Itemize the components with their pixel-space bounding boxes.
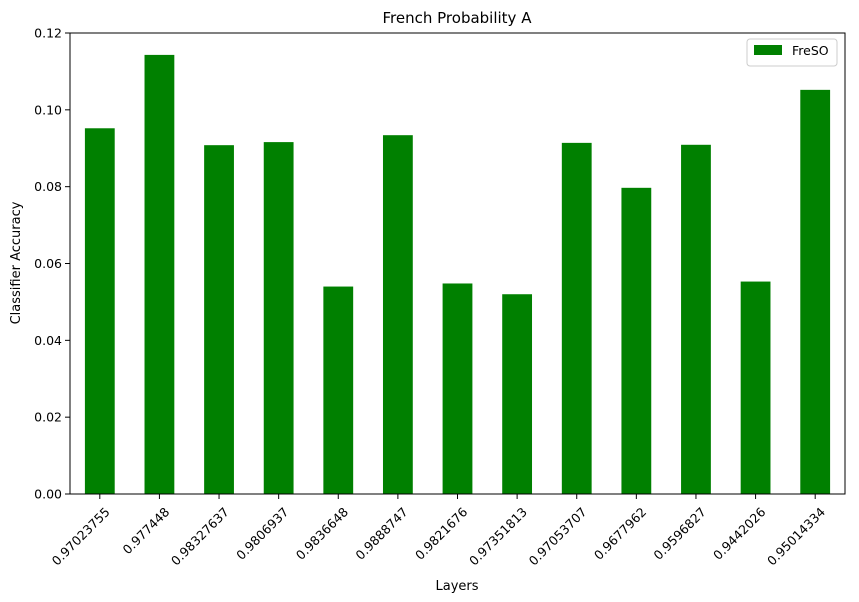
x-tick-label: 0.98327637 — [168, 504, 232, 568]
y-axis-label: Classifier Accuracy — [9, 201, 24, 324]
legend-swatch — [754, 45, 782, 55]
y-axis: 0.00 0.02 0.04 0.06 0.08 0.10 0.12 — [34, 26, 70, 502]
chart-title: French Probability A — [383, 9, 533, 27]
x-tick-label: 0.9806937 — [233, 504, 291, 562]
bar — [84, 128, 115, 495]
bar — [800, 89, 831, 495]
bars-group — [84, 54, 831, 495]
x-tick-label: 0.9821676 — [412, 504, 470, 562]
bar — [561, 142, 592, 494]
x-tick-label: 0.97053707 — [526, 504, 590, 568]
y-tick-label: 0.00 — [34, 487, 62, 502]
x-tick-label: 0.9677962 — [591, 504, 649, 562]
bar — [442, 283, 473, 494]
x-tick-label: 0.977448 — [120, 504, 173, 557]
legend: FreSO — [746, 38, 838, 67]
y-tick-label: 0.02 — [34, 410, 62, 425]
bar — [681, 144, 711, 495]
bar — [263, 142, 294, 494]
x-tick-label: 0.95014334 — [764, 504, 828, 568]
bar — [502, 294, 533, 494]
bar — [740, 281, 771, 494]
x-tick-label: 0.9442026 — [710, 504, 768, 562]
legend-label: FreSO — [792, 43, 829, 58]
x-tick-label: 0.9596827 — [650, 504, 708, 562]
y-tick-label: 0.12 — [34, 26, 62, 41]
y-tick-label: 0.06 — [34, 256, 62, 271]
x-tick-label: 0.97351813 — [466, 504, 530, 568]
y-tick-label: 0.04 — [34, 333, 62, 348]
x-axis-label: Layers — [435, 579, 478, 594]
bar — [204, 145, 234, 494]
y-tick-label: 0.10 — [34, 102, 62, 117]
bar — [144, 54, 175, 495]
x-tick-label: 0.97023755 — [49, 504, 113, 568]
x-tick-label: 0.9888747 — [352, 504, 410, 562]
bar — [621, 187, 652, 495]
x-tick-label: 0.9836648 — [293, 504, 351, 562]
y-tick-label: 0.08 — [34, 179, 62, 194]
bar — [323, 286, 354, 494]
bar — [382, 135, 413, 494]
